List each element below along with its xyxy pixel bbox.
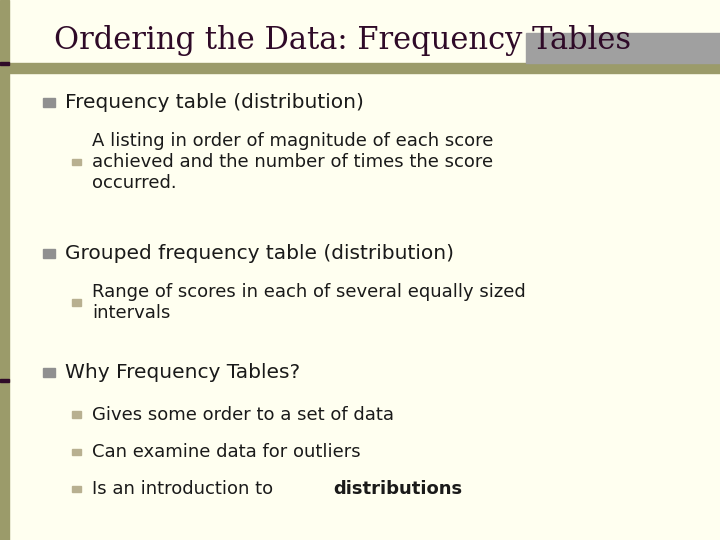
Bar xyxy=(43,368,55,377)
Text: Frequency table (distribution): Frequency table (distribution) xyxy=(65,93,364,112)
Text: Can examine data for outliers: Can examine data for outliers xyxy=(92,443,361,461)
Bar xyxy=(0,379,9,382)
Text: Is an introduction to: Is an introduction to xyxy=(92,480,279,498)
Bar xyxy=(72,411,81,418)
Bar xyxy=(0,62,9,65)
Text: Grouped frequency table (distribution): Grouped frequency table (distribution) xyxy=(65,244,454,264)
Text: Ordering the Data: Frequency Tables: Ordering the Data: Frequency Tables xyxy=(54,25,631,56)
Text: A listing in order of magnitude of each score
achieved and the number of times t: A listing in order of magnitude of each … xyxy=(92,132,493,192)
Bar xyxy=(72,159,81,165)
Text: Why Frequency Tables?: Why Frequency Tables? xyxy=(65,363,300,382)
Bar xyxy=(43,98,55,107)
Bar xyxy=(72,449,81,455)
Bar xyxy=(72,299,81,306)
Text: distributions: distributions xyxy=(333,480,462,498)
Bar xyxy=(526,33,720,63)
Bar xyxy=(9,63,720,73)
Bar xyxy=(0,0,9,540)
Text: Gives some order to a set of data: Gives some order to a set of data xyxy=(92,406,394,424)
Bar xyxy=(43,249,55,258)
Text: Range of scores in each of several equally sized
intervals: Range of scores in each of several equal… xyxy=(92,283,526,322)
Bar xyxy=(72,486,81,492)
